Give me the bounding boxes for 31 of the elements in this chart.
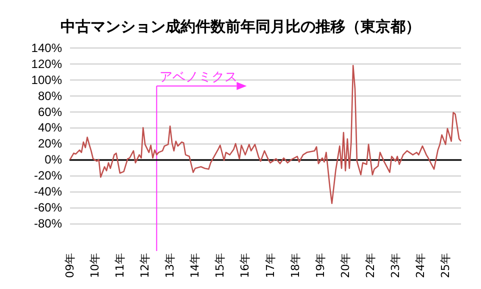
x-tick-label: 16年 xyxy=(238,253,252,278)
y-tick-label: 120% xyxy=(31,56,62,71)
y-tick-label: 40% xyxy=(38,120,62,135)
x-tick-label: 17年 xyxy=(264,253,277,278)
line-series xyxy=(69,64,462,204)
x-tick-label: 20年 xyxy=(338,253,352,278)
x-tick-label: 10年 xyxy=(88,253,102,278)
y-tick-label: 20% xyxy=(38,136,62,151)
chart-title: 中古マンション成約件数前年同月比の推移（東京都） xyxy=(60,18,420,36)
x-tick-label: 15年 xyxy=(214,253,227,278)
y-tick-label: -20% xyxy=(34,168,62,183)
x-tick-label: 18年 xyxy=(288,253,302,278)
x-tick-label: 19年 xyxy=(314,253,327,278)
x-tick-label: 11年 xyxy=(113,253,126,278)
y-tick-label: -60% xyxy=(34,200,62,214)
ref-line-label: アベノミクス xyxy=(160,70,238,85)
y-tick-label: 140% xyxy=(31,41,62,55)
y-tick-label: 100% xyxy=(31,72,62,87)
x-tick-label: 09年 xyxy=(64,253,76,278)
x-tick-label: 12年 xyxy=(138,253,152,278)
x-tick-label: 13年 xyxy=(164,253,177,278)
y-tick-label: 0% xyxy=(44,152,62,167)
y-tick-label: -40% xyxy=(34,184,62,198)
x-tick-label: 14年 xyxy=(188,253,202,278)
x-tick-label: 22年 xyxy=(364,253,377,278)
y-tick-label: 80% xyxy=(38,88,62,103)
x-tick-label: 25年 xyxy=(439,253,452,278)
y-tick-label: 60% xyxy=(38,104,62,119)
x-tick-label: 24年 xyxy=(414,253,427,278)
x-tick-label: 23年 xyxy=(389,253,402,278)
y-tick-label: -80% xyxy=(34,216,62,230)
